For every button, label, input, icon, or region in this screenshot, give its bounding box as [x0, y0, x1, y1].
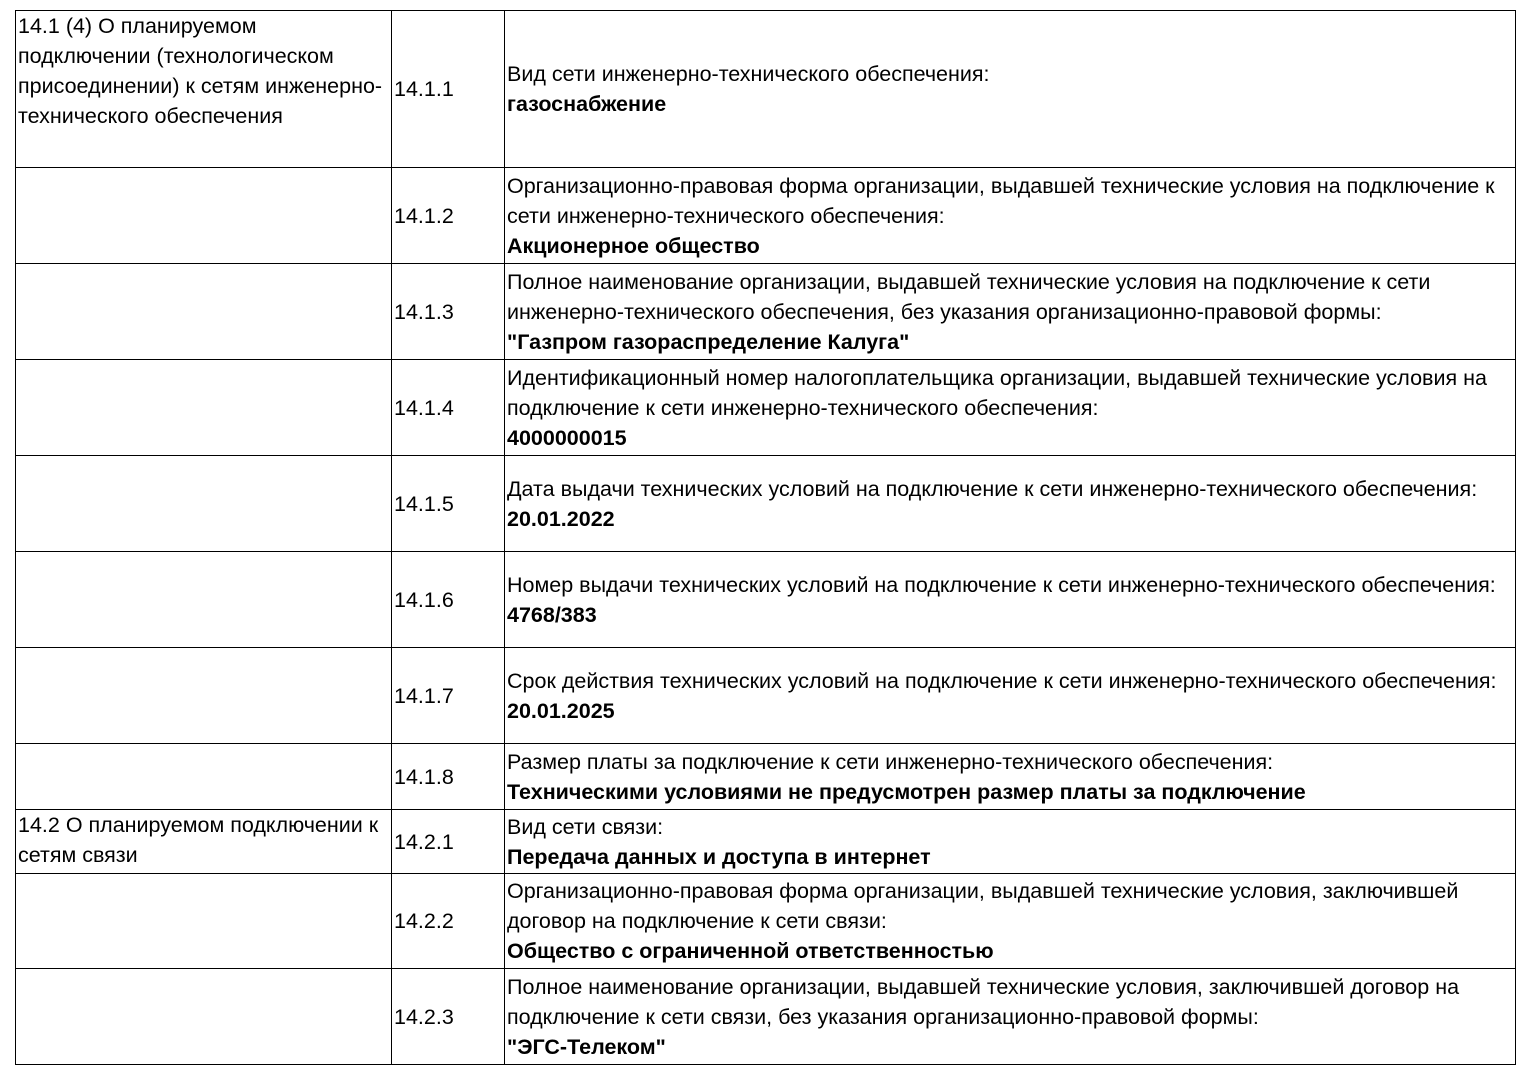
- section-cell: [15, 551, 392, 648]
- field-value: Общество с ограниченной ответственностью: [507, 939, 994, 963]
- content-cell: Размер платы за подключение к сети инжен…: [504, 743, 1516, 810]
- field-value: газоснабжение: [507, 92, 667, 116]
- table-row: 14.1 (4) О планируемом подключении (техн…: [15, 10, 1516, 168]
- code-cell: 14.2.2: [391, 873, 505, 969]
- field-value: Акционерное общество: [507, 233, 760, 258]
- code-cell: 14.1.7: [391, 647, 505, 744]
- table-row: 14.1.4 Идентификационный номер налогоплат…: [15, 359, 1516, 456]
- code-cell: 14.1.2: [391, 167, 505, 264]
- section-cell: [15, 455, 392, 552]
- section-cell: [15, 968, 392, 1065]
- content-cell: Полное наименование организации, выдавше…: [504, 968, 1516, 1065]
- field-value: Передача данных и доступа в интернет: [507, 844, 931, 869]
- table-row: 14.1.6 Номер выдачи технических условий н…: [15, 551, 1516, 648]
- content-cell: Дата выдачи технических условий на подкл…: [504, 455, 1516, 552]
- table-row: 14.1.3 Полное наименование организации, в…: [15, 263, 1516, 360]
- field-value: 20.01.2025: [507, 698, 615, 723]
- section-cell: 14.1 (4) О планируемом подключении (техн…: [15, 10, 392, 168]
- content-cell: Полное наименование организации, выдавше…: [504, 263, 1516, 360]
- field-label: Полное наименование организации, выдавше…: [507, 269, 1431, 324]
- document: 14.1 (4) О планируемом подключении (техн…: [15, 10, 1516, 1065]
- section-cell: [15, 263, 392, 360]
- field-label: Организационно-правовая форма организаци…: [507, 879, 1459, 933]
- field-label: Организационно-правовая форма организаци…: [507, 173, 1495, 228]
- table-row: 14.2.3 Полное наименование организации, в…: [15, 968, 1516, 1065]
- code-cell: 14.1.1: [391, 10, 505, 168]
- section-cell: [15, 167, 392, 264]
- table-row: 14.1.5 Дата выдачи технических условий на…: [15, 455, 1516, 552]
- field-label: Номер выдачи технических условий на подк…: [507, 572, 1496, 597]
- field-label: Вид сети связи:: [507, 814, 664, 839]
- table-row: 14.1.8 Размер платы за подключение к сети…: [15, 743, 1516, 810]
- field-value: "Газпром газораспределение Калуга": [507, 329, 910, 354]
- field-label: Полное наименование организации, выдавше…: [507, 974, 1460, 1029]
- content-cell: Организационно-правовая форма организаци…: [504, 873, 1516, 969]
- section-cell: [15, 359, 392, 456]
- code-cell: 14.1.3: [391, 263, 505, 360]
- field-label: Размер платы за подключение к сети инжен…: [507, 749, 1274, 774]
- code-cell: 14.1.4: [391, 359, 505, 456]
- field-label: Дата выдачи технических условий на подкл…: [507, 476, 1478, 501]
- field-value: "ЭГС-Телеком": [507, 1034, 666, 1059]
- code-cell: 14.1.8: [391, 743, 505, 810]
- content-cell: Вид сети инженерно-технического обеспече…: [504, 10, 1516, 168]
- section-cell: [15, 743, 392, 810]
- content-cell: Организационно-правовая форма организаци…: [504, 167, 1516, 264]
- code-cell: 14.1.6: [391, 551, 505, 648]
- field-label: Срок действия технических условий на под…: [507, 668, 1497, 693]
- info-table: 14.1 (4) О планируемом подключении (техн…: [15, 10, 1516, 1065]
- code-cell: 14.2.3: [391, 968, 505, 1065]
- table-row: 14.2.2 Организационно-правовая форма орга…: [15, 873, 1516, 969]
- section-cell: [15, 873, 392, 969]
- table-row: 14.1.2 Организационно-правовая форма орга…: [15, 167, 1516, 264]
- table-row: 14.2 О планируемом подключении к сетям с…: [15, 809, 1516, 874]
- table-row: 14.1.7 Срок действия технических условий …: [15, 647, 1516, 744]
- field-value: Техническими условиями не предусмотрен р…: [507, 779, 1306, 804]
- field-value: 4000000015: [507, 425, 627, 450]
- field-label: Идентификационный номер налогоплательщик…: [507, 365, 1487, 420]
- field-value: 20.01.2022: [507, 506, 615, 531]
- section-cell: [15, 647, 392, 744]
- code-cell: 14.2.1: [391, 809, 505, 874]
- section-cell: 14.2 О планируемом подключении к сетям с…: [15, 809, 392, 874]
- content-cell: Идентификационный номер налогоплательщик…: [504, 359, 1516, 456]
- field-value: 4768/383: [507, 602, 597, 627]
- content-cell: Номер выдачи технических условий на подк…: [504, 551, 1516, 648]
- field-label: Вид сети инженерно-технического обеспече…: [507, 62, 990, 86]
- content-cell: Срок действия технических условий на под…: [504, 647, 1516, 744]
- content-cell: Вид сети связи: Передача данных и доступа…: [504, 809, 1516, 874]
- code-cell: 14.1.5: [391, 455, 505, 552]
